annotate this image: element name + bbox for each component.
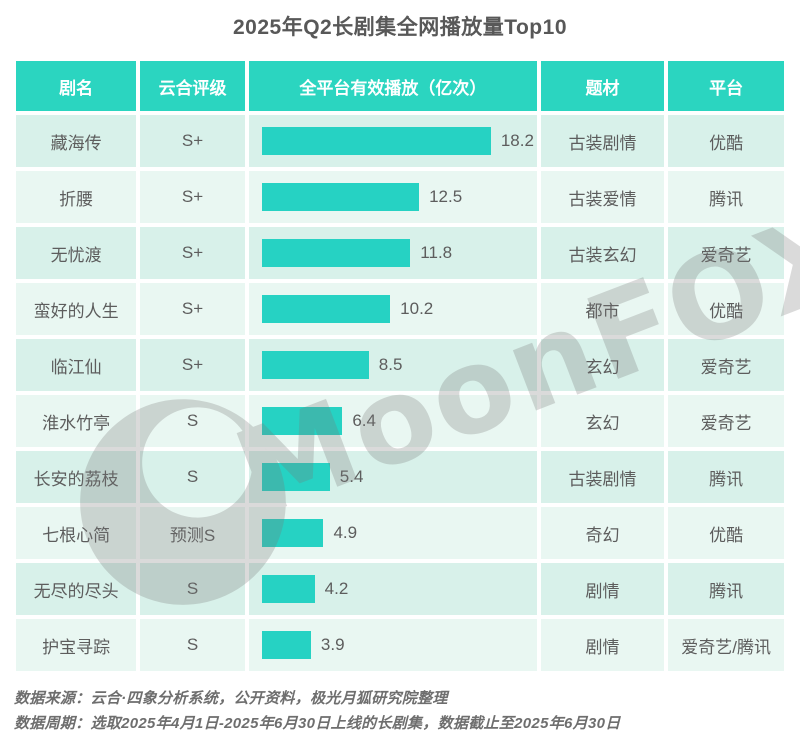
plays-bar: [261, 407, 343, 435]
plays-value-label: 4.9: [333, 523, 358, 542]
drama-name-cell: 藏海传: [16, 115, 137, 167]
table-row: 护宝寻踪 S 3.9 剧情 爱奇艺/腾讯: [16, 619, 784, 671]
platform-cell: 爱奇艺: [668, 395, 784, 447]
table-row: 临江仙 S+ 8.5 玄幻 爱奇艺: [16, 339, 784, 391]
genre-cell: 古装玄幻: [540, 227, 665, 279]
rating-cell: S+: [140, 171, 245, 223]
platform-cell: 腾讯: [668, 451, 784, 503]
genre-cell: 玄幻: [540, 339, 665, 391]
table-row: 无尽的尽头 S 4.2 剧情 腾讯: [16, 563, 784, 615]
genre-cell: 古装剧情: [540, 451, 665, 503]
table-row: 七根心简 预测S 4.9 奇幻 优酷: [16, 507, 784, 559]
platform-cell: 优酷: [668, 283, 784, 335]
plays-value-label: 18.2: [500, 131, 534, 150]
rating-cell: S+: [140, 283, 245, 335]
plays-bar: [261, 127, 491, 155]
platform-cell: 腾讯: [668, 563, 784, 615]
plays-bar: [261, 183, 420, 211]
table-body: 藏海传 S+ 18.2 古装剧情 优酷 折腰 S+ 12.5 古装爱情 腾讯 无忧渡 S+ 11.8 古装…: [16, 115, 784, 671]
plays-value-label: 6.4: [352, 411, 376, 430]
drama-name-cell: 护宝寻踪: [16, 619, 137, 671]
plays-bar-cell: 4.2: [248, 563, 537, 615]
data-source-note: 数据来源：云合·四象分析系统，公开资料，极光月狐研究院整理: [14, 690, 448, 707]
footer-notes: 数据来源：云合·四象分析系统，公开资料，极光月狐研究院整理 数据周期：选取202…: [14, 687, 786, 737]
rating-cell: S: [140, 619, 245, 671]
genre-cell: 玄幻: [540, 395, 665, 447]
drama-name-cell: 蛮好的人生: [16, 283, 137, 335]
plays-bar-cell: 6.4: [248, 395, 537, 447]
rating-cell: S+: [140, 115, 245, 167]
drama-name-cell: 折腰: [16, 171, 137, 223]
drama-name-cell: 七根心简: [16, 507, 137, 559]
rating-cell: S: [140, 395, 245, 447]
plays-bar-cell: 3.9: [248, 619, 537, 671]
plays-bar-cell: 12.5: [248, 171, 537, 223]
plays-bar-cell: 4.9: [248, 507, 537, 559]
drama-name-cell: 淮水竹亭: [16, 395, 137, 447]
plays-bar-cell: 5.4: [248, 451, 537, 503]
plays-value-label: 3.9: [320, 635, 345, 654]
genre-cell: 都市: [540, 283, 665, 335]
platform-cell: 优酷: [668, 115, 784, 167]
header-platform: 平台: [668, 61, 784, 111]
genre-cell: 剧情: [540, 619, 665, 671]
plays-value-label: 12.5: [429, 187, 463, 206]
platform-cell: 腾讯: [668, 171, 784, 223]
table-row: 蛮好的人生 S+ 10.2 都市 优酷: [16, 283, 784, 335]
header-rating: 云合评级: [140, 61, 245, 111]
rating-cell: S+: [140, 227, 245, 279]
table-row: 长安的荔枝 S 5.4 古装剧情 腾讯: [16, 451, 784, 503]
platform-cell: 爱奇艺: [668, 227, 784, 279]
genre-cell: 剧情: [540, 563, 665, 615]
drama-name-cell: 临江仙: [16, 339, 137, 391]
drama-name-cell: 无忧渡: [16, 227, 137, 279]
plays-bar: [261, 463, 330, 491]
plays-bar-cell: 10.2: [248, 283, 537, 335]
rating-cell: S: [140, 451, 245, 503]
header-drama-name: 剧名: [16, 61, 137, 111]
plays-bar: [261, 351, 369, 379]
drama-name-cell: 无尽的尽头: [16, 563, 137, 615]
top10-table: 剧名 云合评级 全平台有效播放（亿次） 题材 平台 藏海传 S+ 18.2 古装剧情优…: [12, 57, 788, 675]
plays-value-label: 11.8: [420, 243, 453, 262]
table-row: 无忧渡 S+ 11.8 古装玄幻 爱奇艺: [16, 227, 784, 279]
rating-cell: S+: [140, 339, 245, 391]
plays-bar: [261, 575, 315, 603]
plays-value-label: 10.2: [400, 299, 434, 318]
plays-bar-cell: 18.2: [248, 115, 537, 167]
plays-bar: [261, 631, 311, 659]
rating-cell: S: [140, 563, 245, 615]
plays-bar-cell: 11.8: [248, 227, 537, 279]
header-plays: 全平台有效播放（亿次）: [248, 61, 537, 111]
table-header: 剧名 云合评级 全平台有效播放（亿次） 题材 平台: [16, 61, 784, 111]
plays-bar: [261, 295, 391, 323]
page-title: 2025年Q2长剧集全网播放量Top10: [232, 16, 567, 39]
genre-cell: 古装爱情: [540, 171, 665, 223]
platform-cell: 爱奇艺/腾讯: [668, 619, 784, 671]
plays-value-label: 4.2: [324, 579, 349, 598]
header-genre: 题材: [540, 61, 665, 111]
plays-bar-cell: 8.5: [248, 339, 537, 391]
data-period-note: 数据周期：选取2025年4月1日-2025年6月30日上线的长剧集，数据截止至2…: [14, 714, 621, 732]
plays-value-label: 8.5: [378, 355, 403, 374]
plays-value-label: 5.4: [339, 467, 364, 486]
genre-cell: 古装剧情: [540, 115, 665, 167]
table-row: 折腰 S+ 12.5 古装爱情 腾讯: [16, 171, 784, 223]
drama-name-cell: 长安的荔枝: [16, 451, 137, 503]
table-row: 藏海传 S+ 18.2 古装剧情 优酷: [16, 115, 784, 167]
plays-bar: [261, 519, 324, 547]
genre-cell: 奇幻: [540, 507, 665, 559]
rating-cell: 预测S: [140, 507, 245, 559]
platform-cell: 爱奇艺: [668, 339, 784, 391]
platform-cell: 优酷: [668, 507, 784, 559]
table-row: 淮水竹亭 S 6.4 玄幻 爱奇艺: [16, 395, 784, 447]
plays-bar: [261, 239, 411, 267]
